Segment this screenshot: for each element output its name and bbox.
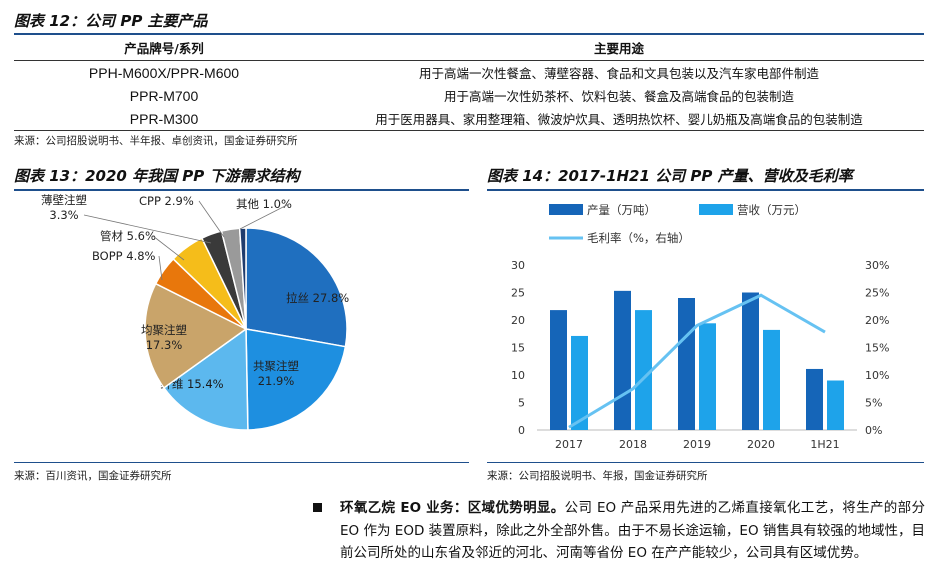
bar [571, 335, 588, 430]
bar [678, 298, 695, 430]
y-left-tick: 30 [511, 259, 525, 272]
leader-line [158, 255, 163, 281]
bar [614, 290, 631, 430]
fig12-source: 来源：公司招股说明书、半年报、卓创资讯，国金证券研究所 [14, 135, 298, 147]
pie-slice [238, 227, 247, 330]
fig12-title: 图表 12：公司 PP 主要产品 [14, 12, 208, 30]
fig13-title-rule [14, 189, 469, 191]
pie-label: 管材 5.6% [100, 229, 156, 243]
y-left-tick: 20 [511, 314, 525, 327]
x-tick: 2018 [619, 438, 647, 451]
legend-swatch [549, 204, 583, 215]
pie-chart: 拉丝 27.8% 共聚注塑 21.9% 纤维 15.4% 均聚注塑 17.3% BOPP 4… [41, 193, 349, 431]
y-right-tick: 30% [865, 259, 889, 272]
table-header-row: 产品牌号/系列 主要用途 [14, 37, 924, 61]
eo-paragraph: 环氧乙烷 EO 业务：区域优势明显。公司 EO 产品采用先进的乙烯直接氧化工艺，… [340, 497, 925, 565]
fig13-source: 来源：百川资讯，国金证券研究所 [14, 470, 172, 482]
legend-label: 毛利率（%，右轴） [587, 231, 690, 245]
bar [742, 292, 759, 430]
table-row: PPH-M600X/PPR-M600 用于高端一次性餐盒、薄壁容器、食品和文具包… [14, 61, 924, 85]
pie-label: 均聚注塑 17.3% [141, 323, 187, 352]
leader-line [83, 214, 212, 244]
product-use: 用于高端一次性餐盒、薄壁容器、食品和文具包装以及汽车家电部件制造 [418, 66, 819, 81]
y-right-tick: 15% [865, 342, 889, 355]
product-name: PPH-M600X/PPR-M600 [88, 64, 240, 81]
eo-lead: 环氧乙烷 EO 业务：区域优势明显。 [340, 500, 565, 516]
leader-line [198, 200, 225, 238]
fig14-bottom-rule [487, 462, 924, 463]
pie-slice [245, 328, 347, 431]
y-right-tick: 25% [865, 287, 889, 300]
margin-line [568, 293, 826, 429]
pie-slice [245, 227, 348, 348]
pie-label: 拉丝 27.8% [286, 291, 349, 305]
bar [806, 368, 823, 430]
legend-label: 产量（万吨） [587, 203, 656, 217]
bar [699, 323, 716, 430]
product-name: PPR-M300 [14, 107, 314, 131]
legend-swatch [699, 204, 733, 215]
bullet-icon [313, 503, 322, 512]
pie-label: 共聚注塑 21.9% [253, 359, 299, 388]
pie-label: 纤维 15.4% [160, 377, 223, 391]
product-use: 用于医用器具、家用整理箱、微波炉炊具、透明热饮杯、婴儿奶瓶及高端食品的包装制造 [314, 107, 924, 131]
bar [635, 310, 652, 430]
header-use: 主要用途 [314, 37, 924, 61]
fig14-source: 来源：公司招股说明书、年报，国金证券研究所 [487, 470, 708, 482]
y-left-tick: 5 [518, 397, 525, 410]
y-left-tick: 10 [511, 369, 525, 382]
bar [550, 310, 567, 430]
fig13-title: 图表 13：2020 年我国 PP 下游需求结构 [14, 167, 300, 185]
x-tick: 2019 [683, 438, 711, 451]
pie-label: 薄壁注塑 3.3% [41, 193, 87, 222]
legend-label: 营收（万元） [737, 203, 806, 217]
pie-label: BOPP 4.8% [92, 249, 156, 263]
pie-label: CPP 2.9% [139, 194, 194, 208]
pie-label: 其他 1.0% [236, 197, 292, 211]
y-left-tick: 15 [511, 342, 525, 355]
header-product: 产品牌号/系列 [14, 37, 314, 61]
table-row: PPR-M700 用于高端一次性奶茶杯、饮料包装、餐盒及高端食品的包装制造 [14, 84, 924, 107]
bar [763, 329, 780, 430]
fig14-title: 图表 14：2017-1H21 公司 PP 产量、营收及毛利率 [487, 167, 853, 185]
y-left-tick: 25 [511, 287, 525, 300]
fig13-bottom-rule [14, 462, 469, 463]
eo-body: 公司 EO 产品采用先进的乙烯直接氧化工艺，将生产的部分 EO 作为 EOD 装… [340, 500, 925, 561]
fig14-title-rule [487, 189, 924, 191]
x-tick: 2020 [747, 438, 775, 451]
table-row: PPR-M300 用于医用器具、家用整理箱、微波炉炊具、透明热饮杯、婴儿奶瓶及高… [14, 107, 924, 131]
bar [827, 380, 844, 430]
fig12-title-rule [14, 33, 924, 35]
x-tick: 2017 [555, 438, 583, 451]
y-right-tick: 20% [865, 314, 889, 327]
leader-line [239, 203, 290, 230]
y-right-tick: 5% [865, 397, 882, 410]
x-tick: 1H21 [810, 438, 839, 451]
y-right-tick: 10% [865, 369, 889, 382]
y-left-tick: 0 [518, 424, 525, 437]
products-table: 产品牌号/系列 主要用途 PPH-M600X/PPR-M600 用于高端一次性餐… [14, 37, 924, 131]
y-right-tick: 0% [865, 424, 882, 437]
pie-slice [162, 327, 249, 431]
leader-line [152, 235, 185, 261]
bar-line-chart: 0 5 10 15 20 25 30 0% 5% 10% 15% 20% 25% 30% 2017 2018 2… [511, 203, 889, 451]
product-name: PPR-M700 [129, 87, 199, 104]
product-use: 用于高端一次性奶茶杯、饮料包装、餐盒及高端食品的包装制造 [443, 89, 794, 104]
pie-slice [144, 282, 248, 389]
